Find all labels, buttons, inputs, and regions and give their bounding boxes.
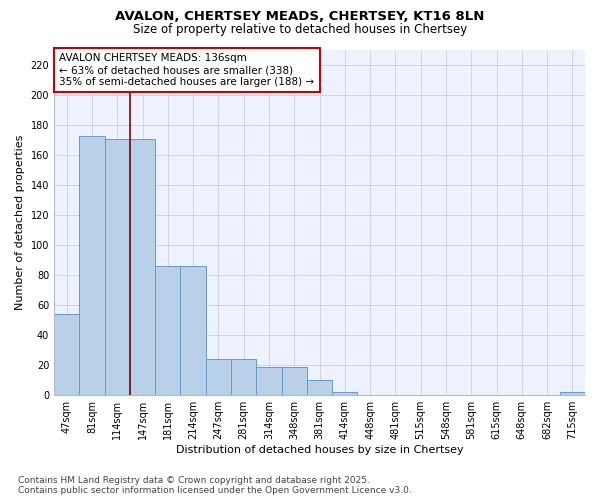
X-axis label: Distribution of detached houses by size in Chertsey: Distribution of detached houses by size …	[176, 445, 463, 455]
Bar	[79, 136, 104, 395]
Bar	[206, 359, 231, 395]
Text: Contains HM Land Registry data © Crown copyright and database right 2025.
Contai: Contains HM Land Registry data © Crown c…	[18, 476, 412, 495]
Text: Size of property relative to detached houses in Chertsey: Size of property relative to detached ho…	[133, 22, 467, 36]
Bar	[281, 366, 307, 395]
Bar	[130, 138, 155, 395]
Bar	[307, 380, 332, 395]
Bar	[155, 266, 181, 395]
Bar	[104, 138, 130, 395]
Bar	[332, 392, 358, 395]
Bar	[231, 359, 256, 395]
Bar	[54, 314, 79, 395]
Bar	[256, 366, 281, 395]
Text: AVALON, CHERTSEY MEADS, CHERTSEY, KT16 8LN: AVALON, CHERTSEY MEADS, CHERTSEY, KT16 8…	[115, 10, 485, 23]
Text: AVALON CHERTSEY MEADS: 136sqm
← 63% of detached houses are smaller (338)
35% of : AVALON CHERTSEY MEADS: 136sqm ← 63% of d…	[59, 54, 314, 86]
Bar	[560, 392, 585, 395]
Bar	[181, 266, 206, 395]
Y-axis label: Number of detached properties: Number of detached properties	[15, 135, 25, 310]
